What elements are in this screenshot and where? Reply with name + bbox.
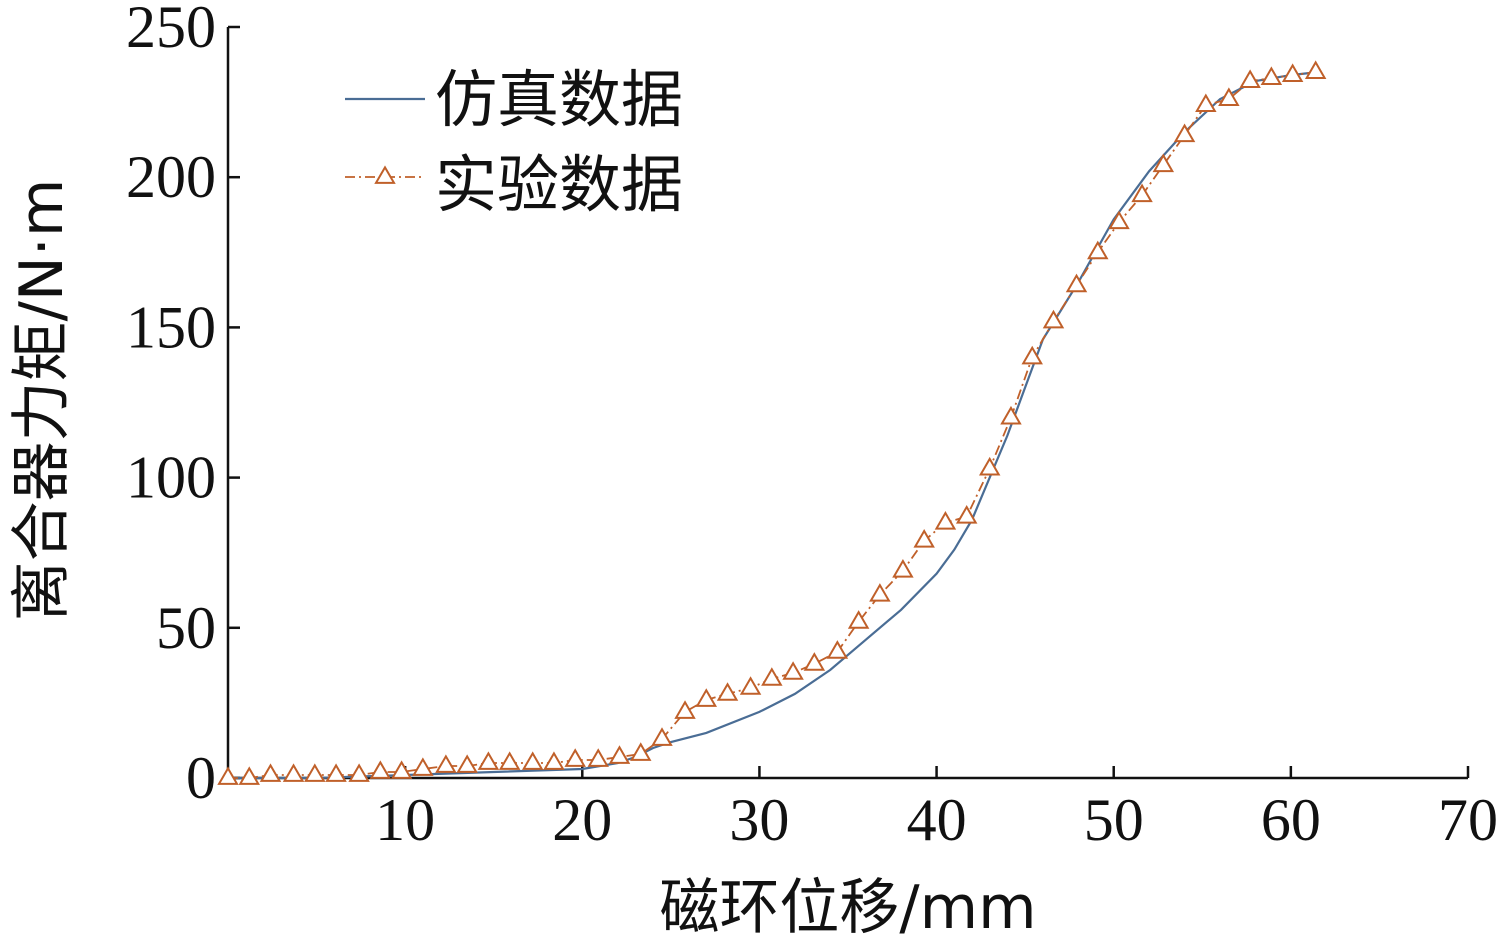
data-point xyxy=(1173,123,1196,143)
x-tick-label: 40 xyxy=(907,787,967,853)
y-tick-label: 50 xyxy=(156,595,216,661)
data-point xyxy=(1239,69,1261,88)
data-point xyxy=(847,610,870,629)
data-point xyxy=(630,742,652,761)
data-point xyxy=(761,667,783,686)
x-tick-label: 10 xyxy=(375,787,435,853)
data-point xyxy=(498,751,521,770)
data-point xyxy=(695,688,718,707)
data-point xyxy=(1152,153,1175,173)
y-tick-label: 0 xyxy=(186,745,216,811)
data-point xyxy=(217,766,239,785)
axes: 10 20 30 40 50 60 70 0 50 100 150 200 250 xyxy=(126,0,1498,853)
x-axis-title: 磁环位移/mm xyxy=(659,873,1036,939)
data-point xyxy=(716,682,739,701)
x-tick-label: 70 xyxy=(1438,787,1498,853)
data-point xyxy=(1281,63,1304,82)
legend: 仿真数据 实验数据 xyxy=(345,63,683,221)
data-point xyxy=(651,727,673,746)
data-point xyxy=(238,766,260,785)
y-tick-label: 100 xyxy=(126,445,216,511)
data-point xyxy=(304,763,326,782)
data-point xyxy=(477,751,500,770)
data-point xyxy=(955,504,978,524)
data-point xyxy=(1195,93,1217,113)
data-point xyxy=(456,754,478,773)
data-point xyxy=(325,763,347,782)
data-point xyxy=(1218,87,1240,107)
data-point xyxy=(782,661,804,680)
data-point xyxy=(390,760,413,779)
data-point xyxy=(1021,345,1043,365)
legend-label-simulation: 仿真数据 xyxy=(435,63,683,136)
data-point xyxy=(826,640,849,659)
data-point xyxy=(1000,405,1022,425)
data-point xyxy=(282,763,305,782)
data-point xyxy=(608,745,631,764)
data-point xyxy=(348,763,370,782)
data-point xyxy=(543,751,565,770)
data-point xyxy=(803,652,826,671)
x-tick-label: 30 xyxy=(729,787,789,853)
data-point xyxy=(1065,273,1088,293)
data-point xyxy=(739,676,762,695)
data-point xyxy=(564,748,586,767)
data-point xyxy=(1131,183,1153,203)
data-point xyxy=(1042,309,1065,329)
y-axis-title: 离合器力矩/N·m xyxy=(7,179,77,622)
x-tick-label: 60 xyxy=(1261,787,1321,853)
y-tick-label: 250 xyxy=(126,0,216,60)
data-point xyxy=(587,748,609,767)
y-tick-label: 200 xyxy=(126,144,216,210)
data-point xyxy=(892,559,914,578)
data-point xyxy=(913,529,935,548)
series-layer xyxy=(217,60,1327,785)
y-tick-label: 150 xyxy=(126,294,216,360)
data-point xyxy=(412,757,434,776)
data-point xyxy=(978,456,1001,476)
data-point xyxy=(1304,60,1327,79)
legend-marker-experiment xyxy=(374,165,396,184)
data-point xyxy=(1260,66,1283,85)
series-line-0 xyxy=(228,71,1318,780)
data-point xyxy=(369,760,392,779)
data-point xyxy=(934,510,957,530)
data-point xyxy=(521,751,544,770)
data-point xyxy=(259,763,282,782)
x-tick-label: 50 xyxy=(1084,787,1144,853)
x-tick-label: 20 xyxy=(552,787,612,853)
data-point xyxy=(674,700,696,719)
data-point xyxy=(435,754,457,773)
data-point xyxy=(1087,240,1109,260)
data-point xyxy=(869,583,891,602)
data-point xyxy=(1108,210,1130,230)
legend-label-experiment: 实验数据 xyxy=(435,148,683,221)
